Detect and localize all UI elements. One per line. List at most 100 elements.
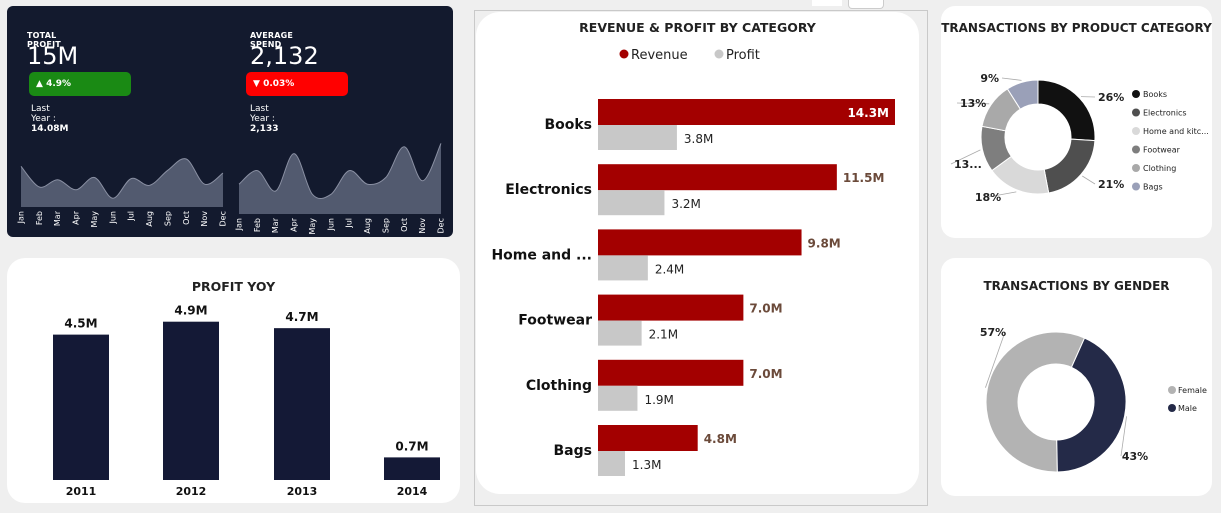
bar bbox=[384, 457, 440, 480]
revenue-bar bbox=[598, 294, 744, 321]
area-line bbox=[238, 143, 442, 199]
transactions-gender-card: TRANSACTIONS BY GENDER 57% 43% Female Male bbox=[941, 258, 1212, 496]
bar bbox=[163, 321, 219, 480]
chart-title: TRANSACTIONS BY GENDER bbox=[983, 279, 1170, 293]
legend-marker bbox=[1132, 127, 1140, 135]
legend-marker bbox=[1132, 145, 1140, 154]
legend-marker bbox=[1168, 386, 1176, 394]
top-tab-decoration bbox=[812, 0, 842, 6]
legend-marker bbox=[1132, 108, 1140, 117]
y-tick-label: Footwear bbox=[518, 313, 592, 329]
revenue-bar bbox=[598, 359, 744, 386]
profit-bar bbox=[598, 451, 625, 476]
leader-line bbox=[1120, 416, 1127, 457]
leader-line bbox=[956, 102, 990, 105]
y-tick-label: Books bbox=[544, 117, 592, 133]
legend: Female Male bbox=[1168, 386, 1207, 413]
profit-data-label: 3.8M bbox=[684, 132, 713, 146]
kpi-change-value: 0.03% bbox=[263, 79, 295, 89]
x-tick-label: 2011 bbox=[66, 485, 97, 498]
profit-bar bbox=[598, 125, 677, 150]
legend-label: Female bbox=[1178, 386, 1207, 395]
revenue-bar bbox=[598, 99, 895, 125]
revenue-bar bbox=[598, 164, 837, 191]
data-label: 21% bbox=[1098, 178, 1124, 191]
x-tick-label: 2013 bbox=[287, 485, 318, 498]
kpi-last-year: Last Year : 14.08M bbox=[31, 104, 68, 134]
x-tick-label: Jun bbox=[326, 218, 335, 232]
data-label: 4.5M bbox=[64, 317, 97, 331]
kpi-value: 2,132 bbox=[250, 42, 319, 70]
data-label: 26% bbox=[1098, 91, 1124, 104]
leader-line bbox=[985, 331, 1006, 388]
slice bbox=[985, 331, 1086, 473]
kpi-last-year: Last Year : 2,133 bbox=[250, 104, 278, 134]
leader-line bbox=[987, 191, 1017, 198]
kpi-last-year-label: Last Year : bbox=[31, 104, 56, 124]
x-tick-label: Apr bbox=[290, 217, 299, 232]
kpi-value: 15M bbox=[27, 42, 79, 70]
revenue-bar bbox=[598, 425, 698, 451]
x-tick-label: Mar bbox=[271, 217, 280, 233]
kpi-title: AVERAGE SPEND bbox=[250, 31, 294, 49]
x-tick-label: Dec bbox=[219, 211, 228, 226]
x-tick-label: Dec bbox=[437, 218, 446, 233]
x-tick-label: Jul bbox=[127, 211, 136, 222]
data-label: 4.9M bbox=[174, 304, 207, 318]
y-tick-label: Bags bbox=[554, 443, 592, 459]
profit-yoy-chart: 4.5M 2011 4.9M 2012 4.7M 2013 0.7M 2014 bbox=[53, 304, 440, 498]
data-label: 43% bbox=[1122, 450, 1148, 463]
x-tick-label: Jun bbox=[108, 211, 117, 225]
area-fill bbox=[239, 143, 441, 214]
legend-label: Clothing bbox=[1143, 164, 1176, 173]
slice bbox=[1006, 79, 1039, 110]
profit-data-label: 3.2M bbox=[671, 197, 700, 211]
kpi-last-year-label: Last Year : bbox=[250, 104, 275, 124]
legend-label: Electronics bbox=[1143, 109, 1187, 118]
legend-marker bbox=[1132, 90, 1140, 98]
x-tick-label: Jan bbox=[235, 218, 244, 231]
revenue-data-label: 9.8M bbox=[808, 236, 841, 250]
slice bbox=[1037, 79, 1096, 142]
legend-label-profit: Profit bbox=[726, 48, 760, 63]
x-tick-label: Jul bbox=[345, 218, 354, 229]
legend-label-revenue: Revenue bbox=[631, 48, 688, 63]
data-label: 0.7M bbox=[395, 439, 428, 453]
top-handle-decoration bbox=[848, 0, 884, 9]
x-tick-label: Sep bbox=[163, 211, 172, 226]
chart-title: PROFIT YOY bbox=[191, 279, 276, 294]
kpi-title: TOTAL PROFIT bbox=[27, 31, 61, 49]
revenue-data-label: 7.0M bbox=[749, 302, 782, 316]
revenue-data-label: 11.5M bbox=[843, 171, 885, 185]
revenue-profit-chart: Revenue Profit 14.3M 3.8M Books 11.5M 3.2M Elec… bbox=[491, 48, 895, 476]
legend-marker bbox=[1132, 164, 1140, 172]
x-tick-label: Jan bbox=[17, 211, 26, 224]
x-tick-label: 2014 bbox=[397, 485, 428, 498]
x-tick-label: May bbox=[90, 211, 99, 228]
legend: Books Electronics Home and kitc... Footwear… bbox=[1132, 90, 1209, 192]
bar bbox=[274, 328, 330, 480]
x-tick-label: Nov bbox=[418, 218, 427, 234]
data-label: 13% bbox=[960, 97, 986, 110]
legend: Revenue Profit bbox=[619, 48, 760, 63]
y-tick-label: Clothing bbox=[526, 378, 592, 394]
leader-line bbox=[1001, 77, 1022, 81]
x-tick-label: Oct bbox=[182, 211, 191, 225]
profit-yoy-card: PROFIT YOY 4.5M 2011 4.9M 2012 4.7M 2013 0.7M 2… bbox=[7, 258, 460, 503]
kpi-last-year-value: 2,133 bbox=[250, 124, 279, 134]
leader-line bbox=[1082, 175, 1096, 185]
profit-data-label: 1.3M bbox=[632, 458, 661, 472]
data-label: 9% bbox=[980, 72, 999, 85]
legend-marker bbox=[1132, 182, 1140, 191]
kpi-change-badge: ▼ 0.03% bbox=[246, 72, 348, 96]
profit-bar bbox=[598, 190, 665, 216]
profit-bar bbox=[598, 320, 642, 346]
kpi-change-badge: ▲ 4.9% bbox=[29, 72, 131, 96]
arrow-up-icon: ▲ bbox=[36, 79, 43, 89]
legend-marker bbox=[1168, 404, 1176, 412]
x-tick-label: 2012 bbox=[176, 485, 207, 498]
data-label: 57% bbox=[980, 326, 1006, 339]
x-tick-label: Apr bbox=[72, 210, 81, 225]
legend-marker-revenue bbox=[619, 49, 629, 59]
profit-bar bbox=[598, 385, 638, 411]
